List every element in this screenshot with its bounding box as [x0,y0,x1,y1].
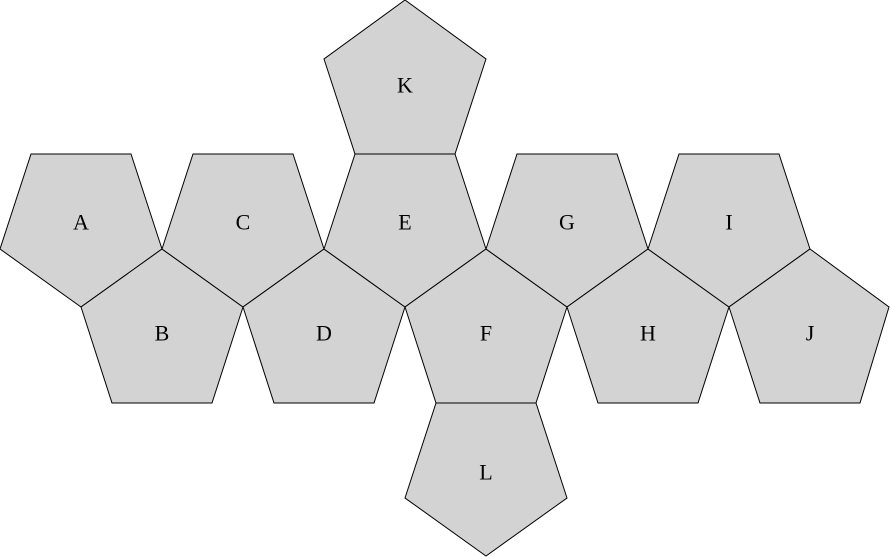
face-L-pentagon [404,402,568,557]
face-G: G [485,153,649,308]
face-C-label: C [236,210,251,235]
face-D-label: D [316,321,332,346]
face-K-label: K [397,73,413,98]
face-E-label: E [398,210,411,235]
face-L-label: L [479,460,492,485]
face-J-pentagon [728,248,890,404]
face-A-label: A [73,210,89,235]
face-L: L [404,402,568,557]
face-J: J [728,248,890,404]
face-B-label: B [155,321,170,346]
face-H-label: H [640,321,656,346]
face-J-label: J [806,321,815,346]
face-K-pentagon [323,0,487,155]
face-F-label: F [480,321,492,346]
face-G-label: G [559,210,575,235]
face-K: K [323,0,487,155]
face-I-label: I [725,210,732,235]
face-C: C [161,153,325,308]
